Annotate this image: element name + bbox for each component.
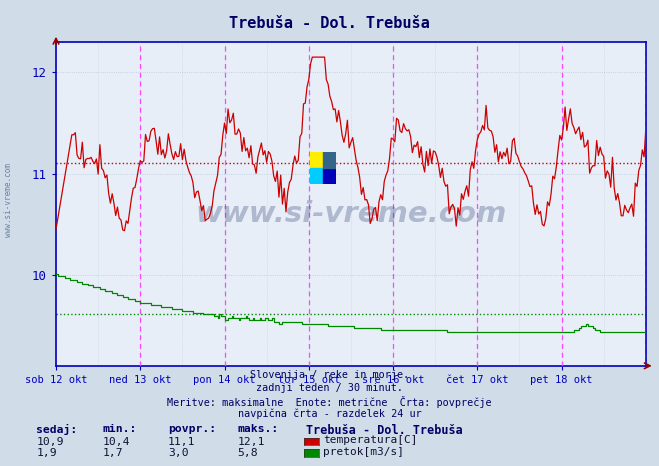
Polygon shape: [323, 152, 336, 168]
Text: sedaj:: sedaj:: [36, 424, 78, 435]
Text: maks.:: maks.:: [237, 424, 279, 434]
Text: 12,1: 12,1: [237, 437, 265, 447]
Text: Trebuša - Dol. Trebuša: Trebuša - Dol. Trebuša: [229, 16, 430, 31]
Text: pretok[m3/s]: pretok[m3/s]: [323, 446, 404, 457]
Text: 1,9: 1,9: [36, 448, 57, 458]
Text: povpr.:: povpr.:: [168, 424, 216, 434]
Text: min.:: min.:: [102, 424, 136, 434]
Text: 10,9: 10,9: [36, 437, 64, 447]
Text: 10,4: 10,4: [102, 437, 130, 447]
Text: 5,8: 5,8: [237, 448, 258, 458]
Polygon shape: [310, 152, 323, 168]
Polygon shape: [310, 168, 323, 185]
Text: Trebuša - Dol. Trebuša: Trebuša - Dol. Trebuša: [306, 424, 463, 437]
Text: www.si-vreme.com: www.si-vreme.com: [195, 199, 507, 227]
Text: www.si-vreme.com: www.si-vreme.com: [4, 164, 13, 237]
Text: 11,1: 11,1: [168, 437, 196, 447]
Text: zadnji teden / 30 minut.: zadnji teden / 30 minut.: [256, 383, 403, 393]
Polygon shape: [323, 168, 336, 185]
Text: 3,0: 3,0: [168, 448, 188, 458]
Text: temperatura[C]: temperatura[C]: [323, 435, 417, 445]
Text: Meritve: maksimalne  Enote: metrične  Črta: povprečje: Meritve: maksimalne Enote: metrične Črta…: [167, 396, 492, 408]
Text: navpična črta - razdelek 24 ur: navpična črta - razdelek 24 ur: [238, 408, 421, 419]
Text: 1,7: 1,7: [102, 448, 123, 458]
Text: Slovenija / reke in morje.: Slovenija / reke in morje.: [250, 370, 409, 380]
